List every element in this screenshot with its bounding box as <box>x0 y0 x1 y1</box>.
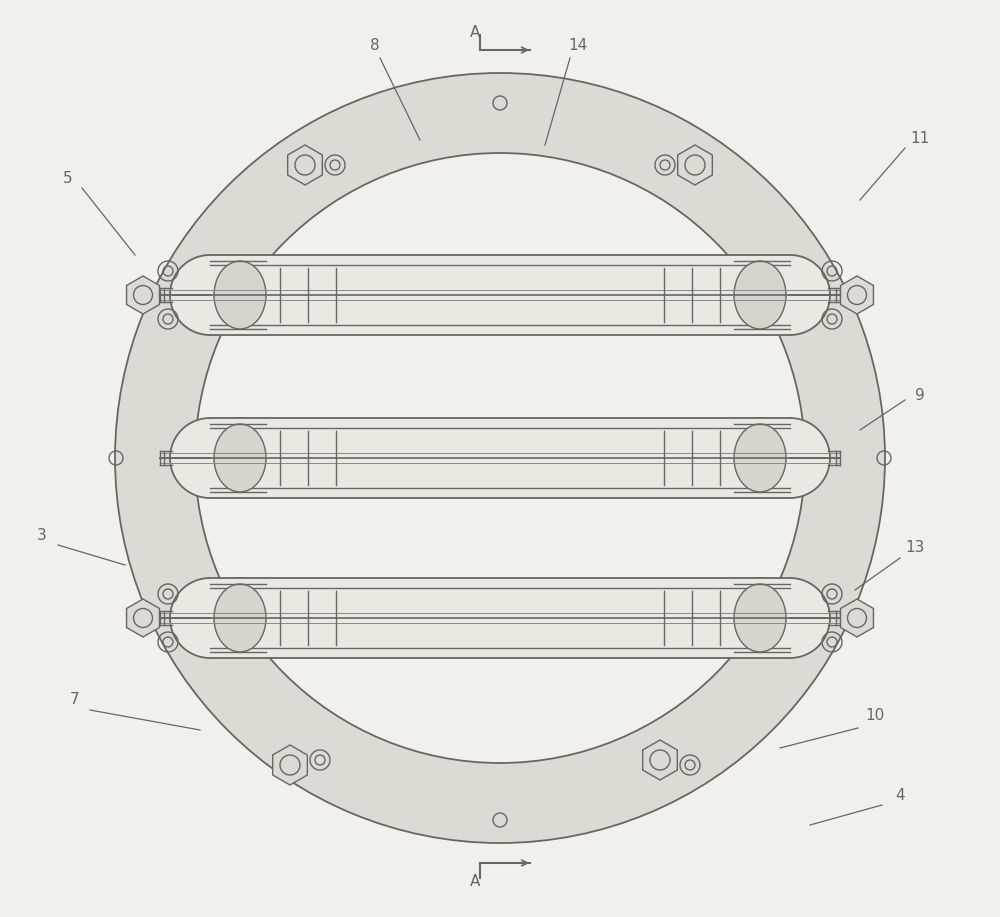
Ellipse shape <box>170 255 250 335</box>
Bar <box>210 418 790 498</box>
Ellipse shape <box>750 418 830 498</box>
Text: 7: 7 <box>70 692 80 708</box>
Ellipse shape <box>750 578 830 658</box>
Ellipse shape <box>214 261 266 329</box>
Ellipse shape <box>734 424 786 492</box>
Ellipse shape <box>734 584 786 652</box>
Text: 13: 13 <box>905 540 925 556</box>
Text: 11: 11 <box>910 130 930 146</box>
Ellipse shape <box>170 418 250 498</box>
Polygon shape <box>288 145 322 185</box>
Text: 3: 3 <box>37 527 47 543</box>
Ellipse shape <box>214 424 266 492</box>
Bar <box>210 255 790 335</box>
Polygon shape <box>643 740 677 780</box>
Text: 5: 5 <box>63 171 73 185</box>
Ellipse shape <box>734 261 786 329</box>
Polygon shape <box>841 599 873 637</box>
Text: 8: 8 <box>370 38 380 52</box>
Circle shape <box>115 73 885 843</box>
Bar <box>210 578 790 658</box>
Ellipse shape <box>170 578 250 658</box>
Polygon shape <box>841 276 873 314</box>
Text: 14: 14 <box>568 38 588 52</box>
Polygon shape <box>127 276 159 314</box>
Ellipse shape <box>214 584 266 652</box>
Polygon shape <box>127 599 159 637</box>
Text: A: A <box>470 875 480 889</box>
Text: 9: 9 <box>915 388 925 403</box>
Polygon shape <box>273 745 307 785</box>
Text: 4: 4 <box>895 788 905 802</box>
Text: 10: 10 <box>865 708 885 723</box>
Polygon shape <box>678 145 712 185</box>
Text: A: A <box>470 25 480 39</box>
Circle shape <box>195 153 805 763</box>
Ellipse shape <box>750 255 830 335</box>
